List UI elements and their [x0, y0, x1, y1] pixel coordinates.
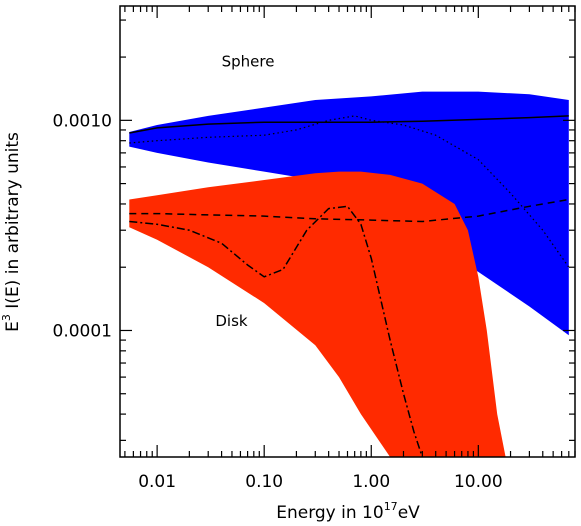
x-axis-label-suffix: eV — [398, 503, 420, 523]
x-axis-label-prefix: Energy in 10 — [276, 503, 383, 523]
x-tick-label: 0.10 — [245, 472, 283, 492]
y-tick-label: 0.0001 — [53, 321, 112, 341]
y-axis-label-suffix: I(E) in arbitrary units — [3, 132, 23, 314]
annotation-disk: Disk — [215, 312, 248, 330]
band-sphere — [129, 91, 569, 336]
x-tick-label: 10.00 — [454, 472, 503, 492]
y-tick-label: 0.0010 — [53, 111, 112, 131]
x-tick-label: 1.00 — [352, 472, 390, 492]
bands-layer — [129, 91, 569, 457]
y-axis-label-superscript: 3 — [0, 314, 13, 321]
series-solid-line — [129, 115, 569, 134]
tick-labels: 0.01 0.10 1.00 10.00 0.0010 0.0001 — [53, 111, 503, 492]
annotation-sphere: Sphere — [222, 53, 275, 71]
series-dashed-line — [129, 198, 569, 223]
x-tick-label: 0.01 — [138, 472, 176, 492]
y-axis-label: E3 I(E) in arbitrary units — [0, 132, 23, 332]
x-axis-label-superscript: 17 — [384, 500, 398, 513]
series-dashdot-line — [129, 205, 424, 457]
lines-layer — [129, 115, 570, 457]
band-disk — [129, 171, 506, 457]
y-axis-label-prefix: E — [3, 321, 23, 332]
ticks-layer — [120, 6, 576, 457]
x-axis-label: Energy in 1017eV — [276, 500, 420, 523]
